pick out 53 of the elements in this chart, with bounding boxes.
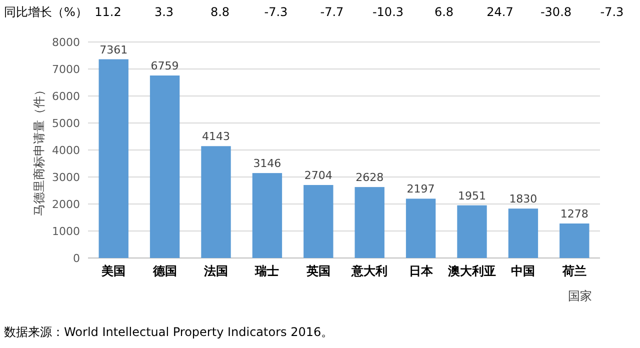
y-tick-label: 5000: [52, 117, 80, 130]
y-tick-label: 3000: [52, 171, 80, 184]
text: 24.7: [486, 5, 514, 19]
bar: [252, 173, 282, 258]
text: -7.3: [600, 5, 624, 19]
data-label: 1830: [509, 192, 538, 206]
x-tick-label: 澳大利亚: [447, 264, 496, 278]
data-label: 1951: [458, 189, 486, 202]
text: 11.2: [94, 5, 122, 19]
x-tick-label: 法国: [203, 264, 228, 278]
data-label: 2628: [356, 171, 384, 184]
x-tick-label: 荷兰: [561, 264, 586, 278]
text: 6.8: [434, 5, 454, 19]
text: 3.3: [154, 5, 174, 19]
x-tick-label: 中国: [511, 264, 536, 278]
bar: [98, 59, 128, 258]
bar: [201, 146, 231, 258]
data-label: 3146: [253, 157, 282, 170]
y-tick-label: 0: [73, 252, 80, 265]
y-tick-label: 4000: [52, 144, 80, 157]
x-tick-label: 英国: [305, 264, 330, 278]
x-tick-label: 德国: [152, 264, 177, 278]
data-label: 4143: [202, 130, 230, 144]
y-tick-label: 6000: [52, 90, 80, 103]
y-axis-title: 马德里商标申请量（件）: [32, 84, 46, 216]
data-label: 2197: [406, 182, 435, 196]
x-axis-title: 国家: [568, 289, 592, 303]
bar: [457, 205, 487, 258]
data-label: 1278: [560, 207, 588, 220]
x-tick-label: 美国: [100, 264, 126, 278]
bar: [354, 187, 384, 258]
text: 同比增长（%）: [4, 5, 88, 19]
x-tick-label: 日本: [408, 264, 434, 278]
x-tick-label: 意大利: [350, 264, 388, 278]
bar: [560, 223, 590, 258]
data-label: 6759: [150, 60, 179, 73]
text: -7.3: [264, 5, 288, 19]
text: -30.8: [540, 5, 572, 19]
bar: [406, 198, 436, 258]
text: -7.7: [320, 5, 344, 19]
bar: [508, 208, 538, 258]
bar: [304, 184, 334, 258]
y-tick-label: 2000: [52, 198, 80, 211]
y-tick-label: 7000: [52, 63, 80, 76]
data-label: 7361: [100, 43, 128, 56]
bar: [150, 76, 180, 258]
y-tick-label: 1000: [52, 225, 80, 238]
text: 8.8: [210, 5, 230, 19]
y-tick-label: 8000: [52, 36, 80, 49]
source-note: 数据来源：World Intellectual Property Indicators 2016。: [4, 325, 334, 339]
x-tick-label: 瑞士: [254, 264, 280, 278]
text: -10.3: [372, 5, 404, 19]
data-label: 2704: [304, 168, 332, 182]
